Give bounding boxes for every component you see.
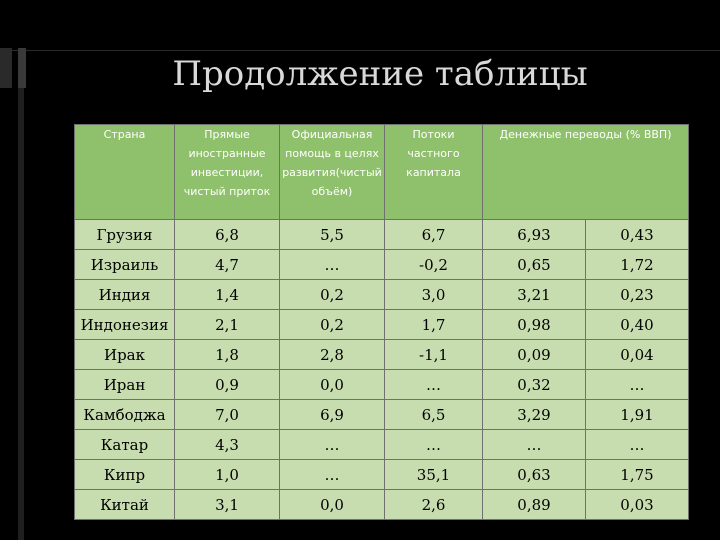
cell-fdi: 4,7 (174, 249, 280, 280)
table-row: Камбоджа 7,0 6,9 6,5 3,29 1,91 (74, 399, 690, 430)
cell-country: Камбоджа (74, 399, 175, 430)
cell-private-capital: 35,1 (384, 459, 483, 490)
cell-country: Ирак (74, 339, 175, 370)
cell-fdi: 3,1 (174, 489, 280, 520)
cell-country: Катар (74, 429, 175, 460)
cell-private-capital: 1,7 (384, 309, 483, 340)
cell-remittances-a: 0,98 (482, 309, 586, 340)
cell-fdi: 4,3 (174, 429, 280, 460)
table-row: Китай 3,1 0,0 2,6 0,89 0,03 (74, 489, 690, 520)
cell-country: Китай (74, 489, 175, 520)
cell-private-capital: 6,7 (384, 219, 483, 250)
cell-oda: 0,2 (279, 279, 385, 310)
cell-private-capital: 3,0 (384, 279, 483, 310)
decorative-block (18, 48, 26, 88)
cell-remittances-a: 6,93 (482, 219, 586, 250)
cell-remittances-a: … (482, 429, 586, 460)
cell-country: Израиль (74, 249, 175, 280)
table-row: Грузия 6,8 5,5 6,7 6,93 0,43 (74, 219, 690, 250)
table-row: Ирак 1,8 2,8 -1,1 0,09 0,04 (74, 339, 690, 370)
cell-fdi: 1,4 (174, 279, 280, 310)
cell-remittances-a: 3,21 (482, 279, 586, 310)
cell-remittances-b: 0,03 (584, 489, 690, 520)
cell-oda: … (279, 459, 385, 490)
cell-remittances-b: 0,23 (584, 279, 690, 310)
decorative-line (0, 50, 720, 51)
cell-remittances-a: 0,63 (482, 459, 586, 490)
data-table: Страна Прямые иностранные инвестиции, чи… (74, 124, 690, 520)
cell-private-capital: -1,1 (384, 339, 483, 370)
cell-remittances-b: 0,40 (584, 309, 690, 340)
decorative-strip (0, 48, 12, 88)
cell-oda: 0,0 (279, 369, 385, 400)
cell-fdi: 6,8 (174, 219, 280, 250)
cell-remittances-b: 0,04 (584, 339, 690, 370)
cell-remittances-a: 0,65 (482, 249, 586, 280)
cell-private-capital: -0,2 (384, 249, 483, 280)
header-fdi: Прямые иностранные инвестиции, чистый пр… (174, 124, 280, 220)
cell-remittances-b: 0,43 (584, 219, 690, 250)
slide-title: Продолжение таблицы (172, 54, 588, 94)
table-row: Катар 4,3 … … … … (74, 429, 690, 460)
cell-country: Кипр (74, 459, 175, 490)
cell-remittances-b: … (584, 369, 690, 400)
cell-oda: … (279, 429, 385, 460)
cell-remittances-b: … (584, 429, 690, 460)
cell-private-capital: 2,6 (384, 489, 483, 520)
decorative-strip (18, 88, 24, 540)
cell-fdi: 1,0 (174, 459, 280, 490)
cell-remittances-a: 0,09 (482, 339, 586, 370)
cell-oda: 0,0 (279, 489, 385, 520)
cell-country: Индонезия (74, 309, 175, 340)
table-row: Израиль 4,7 … -0,2 0,65 1,72 (74, 249, 690, 280)
cell-oda: 5,5 (279, 219, 385, 250)
cell-oda: 6,9 (279, 399, 385, 430)
cell-country: Индия (74, 279, 175, 310)
table-row: Индонезия 2,1 0,2 1,7 0,98 0,40 (74, 309, 690, 340)
cell-oda: 2,8 (279, 339, 385, 370)
cell-fdi: 7,0 (174, 399, 280, 430)
cell-oda: 0,2 (279, 309, 385, 340)
header-private-capital: Потоки частного капитала (384, 124, 483, 220)
cell-remittances-b: 1,72 (584, 249, 690, 280)
cell-fdi: 0,9 (174, 369, 280, 400)
cell-country: Иран (74, 369, 175, 400)
header-remittances: Денежные переводы (% ВВП) (481, 124, 690, 220)
cell-remittances-b: 1,91 (584, 399, 690, 430)
header-country: Страна (74, 124, 175, 220)
cell-remittances-a: 0,89 (482, 489, 586, 520)
header-oda: Официальная помощь в целях развития(чист… (279, 124, 385, 220)
cell-country: Грузия (74, 219, 175, 250)
cell-remittances-b: 1,75 (584, 459, 690, 490)
cell-fdi: 2,1 (174, 309, 280, 340)
table-header-row: Страна Прямые иностранные инвестиции, чи… (74, 124, 690, 220)
table-row: Кипр 1,0 … 35,1 0,63 1,75 (74, 459, 690, 490)
cell-remittances-a: 3,29 (482, 399, 586, 430)
table-row: Иран 0,9 0,0 … 0,32 … (74, 369, 690, 400)
table-row: Индия 1,4 0,2 3,0 3,21 0,23 (74, 279, 690, 310)
cell-private-capital: … (384, 429, 483, 460)
cell-remittances-a: 0,32 (482, 369, 586, 400)
cell-private-capital: … (384, 369, 483, 400)
cell-oda: … (279, 249, 385, 280)
cell-fdi: 1,8 (174, 339, 280, 370)
cell-private-capital: 6,5 (384, 399, 483, 430)
